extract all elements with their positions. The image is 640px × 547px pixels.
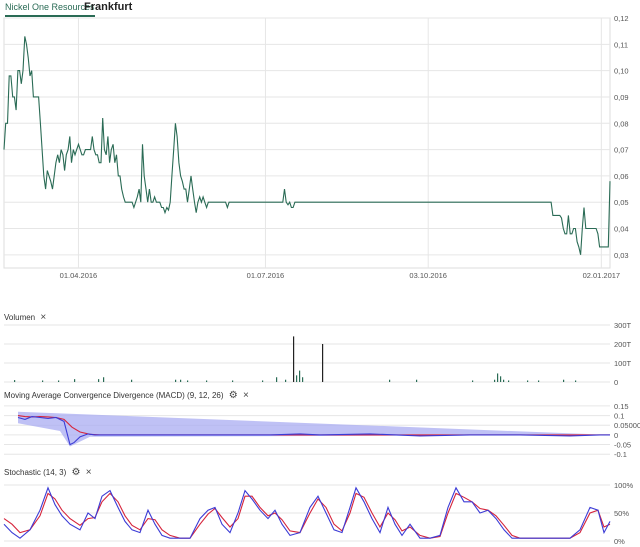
volume-bar [389,379,391,382]
volume-panel-title: Volumen × [4,312,46,323]
price-y-tick: 0,05 [614,198,629,207]
volume-bar [497,373,499,382]
header-tabs: Nickel One Resources Frankfurt [0,0,640,18]
macd-panel-title: Moving Average Convergence Divergence (M… [4,390,249,401]
volume-y-tick: 300T [614,321,632,330]
price-x-tick: 01.07.2016 [247,271,285,280]
volume-bar [58,380,60,382]
close-icon[interactable]: × [242,390,249,401]
stochastic-y-tick: 0% [614,537,625,546]
macd-y-tick: 0.15 [614,402,629,411]
price-x-tick: 01.04.2016 [60,271,98,280]
price-y-tick: 0,08 [614,119,629,128]
volume-bar [494,379,496,382]
volume-y-tick: 200T [614,340,632,349]
volume-title-label: Volumen [4,313,36,322]
macd-y-tick: 0.05000 [614,421,640,430]
volume-bar [299,370,301,382]
macd-line [17,416,610,446]
volume-bar [508,380,510,382]
price-plot-frame [3,17,611,269]
close-icon[interactable]: × [85,467,92,478]
stochastic-y-tick: 100% [614,481,634,490]
macd-y-tick: 0 [614,431,618,440]
volume-bar [500,376,502,382]
gear-icon[interactable]: ⚙ [228,390,238,401]
volume-bar [527,380,529,382]
macd-y-tick: -0.1 [614,450,627,459]
price-y-tick: 0,04 [614,225,629,234]
gear-icon[interactable]: ⚙ [71,467,81,478]
macd-title-label: Moving Average Convergence Divergence (M… [4,391,224,400]
volume-bar [262,380,264,382]
price-y-tick: 0,09 [614,93,629,102]
volume-bar [206,380,208,382]
price-y-tick: 0,07 [614,146,629,155]
volume-bar [74,379,76,382]
volume-bar [180,379,182,382]
macd-histogram-area [18,411,610,447]
volume-y-tick: 100T [614,359,632,368]
stochastic-panel-title: Stochastic (14, 3) ⚙ × [4,467,92,478]
tab-exchange[interactable]: Frankfurt [84,1,133,13]
volume-bar [175,379,177,382]
volume-bar [232,380,234,382]
macd-y-tick: -0.05 [614,441,631,450]
price-y-tick: 0,11 [614,40,628,49]
price-y-tick: 0,12 [614,14,629,23]
macd-y-tick: 0.1 [614,412,624,421]
volume-bar [98,379,100,382]
price-y-tick: 0,03 [614,251,629,260]
price-x-tick: 03.10.2016 [409,271,447,280]
volume-bar [103,377,105,382]
volume-y-tick: 0 [614,378,618,387]
stochastic-title-label: Stochastic (14, 3) [4,468,67,477]
volume-bar [296,375,298,382]
volume-bar [14,380,16,382]
volume-bar [276,377,278,382]
volume-bar [293,336,295,382]
volume-bar [503,379,505,382]
price-x-tick: 02.01.2017 [583,271,621,280]
price-series-line [3,36,611,255]
tab-security[interactable]: Nickel One Resources [5,2,95,17]
stochastic-y-tick: 50% [614,509,629,518]
volume-bar [187,380,189,382]
volume-bar [538,380,540,382]
price-y-tick: 0,10 [614,67,629,76]
volume-bar [416,379,418,382]
price-y-tick: 0,06 [614,172,629,181]
volume-bar [563,379,565,382]
volume-bar [322,344,324,382]
stochastic-k-line [3,486,611,539]
volume-bar [42,380,44,382]
volume-bar [302,377,304,382]
volume-bar [285,379,287,382]
volume-bar [131,379,133,382]
volume-bar [575,380,577,382]
close-icon[interactable]: × [40,312,47,323]
volume-bar [472,380,474,382]
